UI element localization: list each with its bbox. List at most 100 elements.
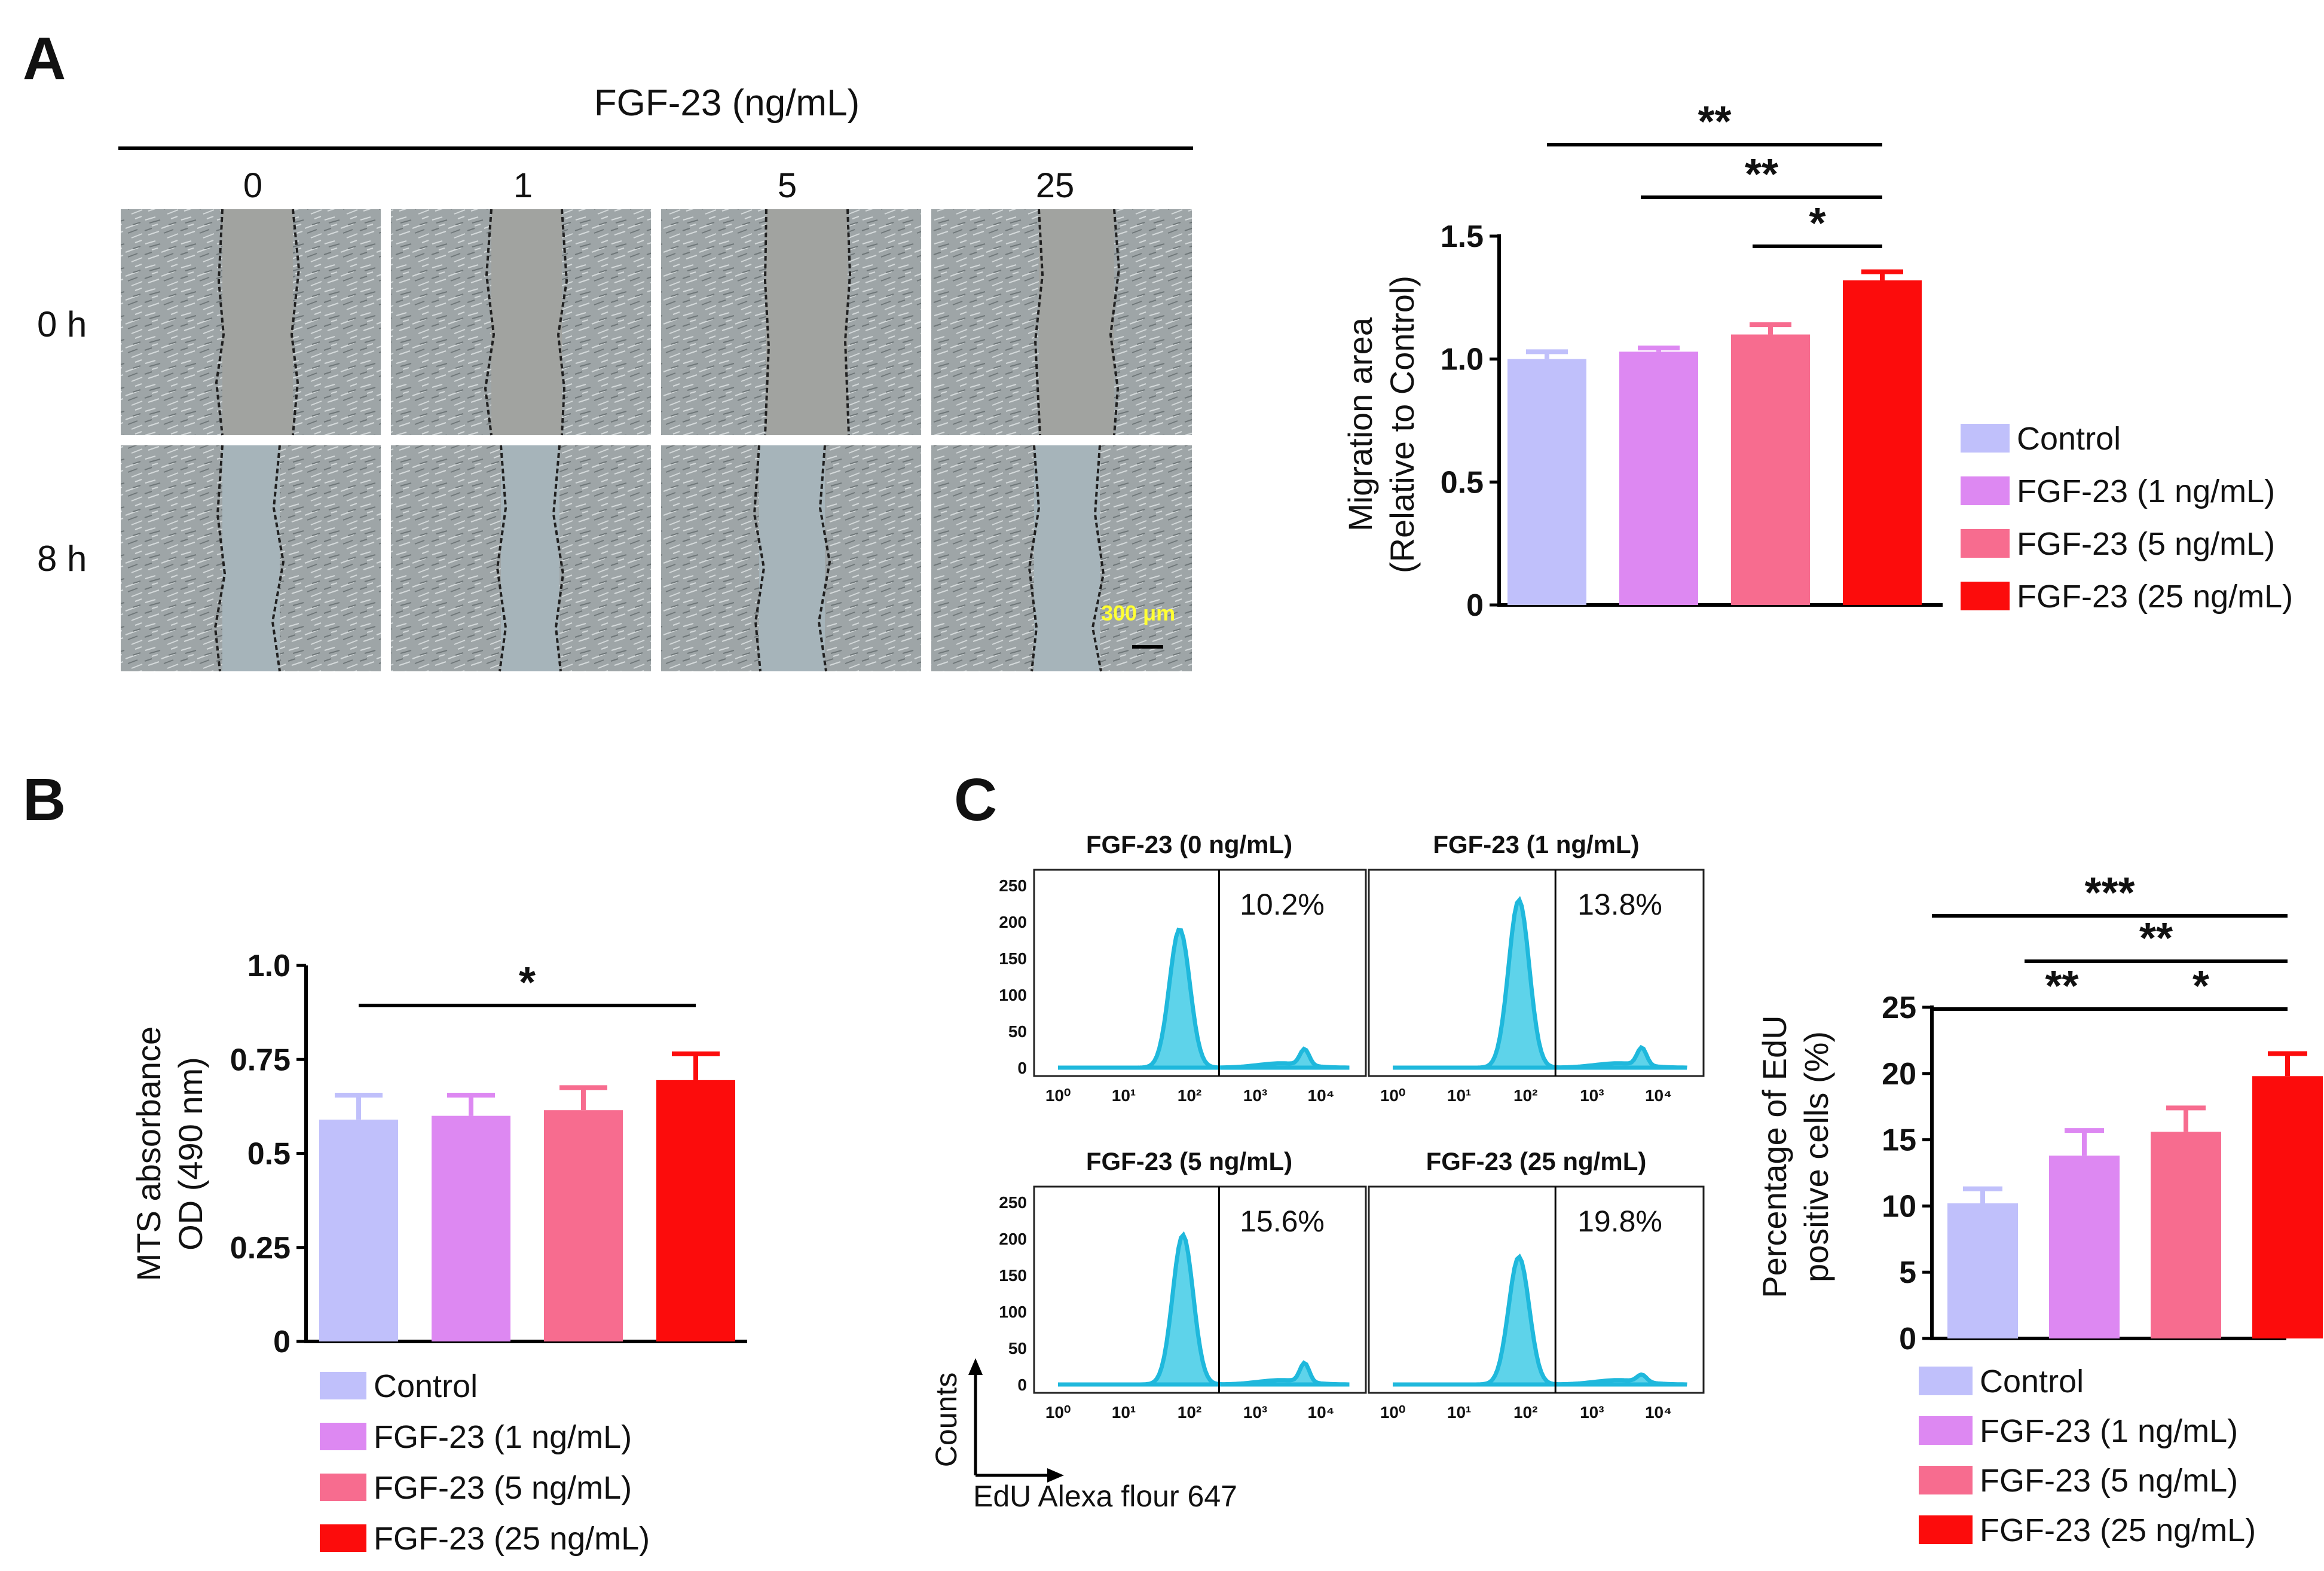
flow-y-tick-label: 250 [999,1193,1027,1212]
time-label-8h: 8 h [37,539,87,579]
significance-mark: ** [2139,915,2173,962]
conc-label-1: 1 [513,166,533,205]
legend-swatch [1961,582,2010,610]
flow-y-tick-label: 100 [999,986,1027,1004]
y-tick-label: 0 [273,1325,290,1359]
flow-histogram [1393,895,1687,1070]
bar [656,1080,735,1341]
flow-plot-title: FGF-23 (25 ng/mL) [1426,1147,1647,1175]
legend-label: FGF-23 (5 ng/mL) [374,1470,632,1506]
flow-x-tick-label: 10⁰ [1045,1086,1071,1105]
legend-swatch [1961,476,2010,505]
flow-x-tick-label: 10⁰ [1045,1403,1071,1422]
mts-chart: 0 0.25 0.5 0.75 1.0 * MTS absorbance OD (490… [130,949,747,1359]
flow-x-tick-label: 10² [1513,1403,1537,1422]
flow-y-tick-label: 150 [999,949,1027,968]
flow-plot-title: FGF-23 (5 ng/mL) [1086,1147,1292,1175]
legend-label: FGF-23 (5 ng/mL) [1980,1463,2238,1499]
edu-ylabel-1: Percentage of EdU [1756,1015,1793,1298]
image-0h-3 [931,209,1192,436]
flow-percent: 15.6% [1240,1205,1325,1238]
flow-y-tick-label: 250 [999,876,1027,895]
conc-label-2: 5 [778,166,797,205]
y-tick-label: 1.5 [1441,219,1484,254]
legend-label: Control [374,1368,478,1404]
flow-y-tick-label: 50 [1008,1022,1027,1041]
migration-ylabel-2: (Relative to Control) [1383,276,1421,573]
y-tick-label: 1.0 [247,949,290,983]
flow-x-tick-label: 10⁴ [1645,1086,1672,1105]
y-tick-label: 15 [1882,1123,1916,1158]
flow-x-tick-label: 10¹ [1447,1086,1471,1105]
significance-mark: * [1809,200,1825,247]
bar [2049,1156,2120,1338]
flow-x-tick-label: 10¹ [1447,1403,1471,1422]
y-tick-label: 25 [1882,991,1916,1025]
bar [1507,359,1586,605]
conc-label-0: 0 [243,166,262,205]
bar [544,1110,623,1341]
flow-plot: FGF-23 (5 ng/mL) 0 50 100 150 200 250 10⁰ 10¹ 10²… [999,1147,1367,1422]
bar [432,1115,510,1341]
flow-plot-frame [1368,869,1705,1077]
migration-ylabel-1: Migration area [1341,317,1379,531]
image-0h-0 [121,209,381,436]
significance-mark: ** [2045,962,2078,1010]
significance-mark: ** [1698,98,1731,146]
image-0h-1 [391,209,651,436]
y-tick-label: 0 [1466,588,1484,623]
flow-x-tick-label: 10⁴ [1308,1403,1335,1422]
flow-x-tick-label: 10¹ [1112,1403,1136,1422]
significance-mark: *** [2084,869,2135,917]
scratch-header: FGF-23 (ng/mL) [594,82,860,124]
flow-y-tick-label: 150 [999,1266,1027,1285]
image-8h-0 [121,445,381,672]
mts-legend: Control FGF-23 (1 ng/mL) FGF-23 (5 ng/mL) F… [320,1368,650,1557]
y-tick-label: 1.0 [1441,343,1484,377]
legend-swatch [1919,1367,1973,1395]
flow-y-tick-label: 0 [1017,1376,1027,1394]
y-tick-label: 20 [1882,1057,1916,1092]
legend-swatch [1919,1466,1973,1494]
panel-label-b: B [23,766,66,833]
mts-ylabel-1: MTS absorbance [130,1026,167,1281]
flow-x-tick-label: 10² [1178,1403,1201,1422]
flow-plot-frame [1368,1185,1705,1394]
bar [2252,1076,2323,1338]
scale-bar-label: 300 μm [1101,601,1175,625]
flow-y-tick-label: 200 [999,1230,1027,1248]
flow-percent: 13.8% [1577,888,1662,921]
legend-swatch [320,1372,366,1399]
migration-chart: 00.51.01.5 ***** Migration area (Relativ… [1341,98,1943,623]
legend-label: FGF-23 (25 ng/mL) [374,1521,650,1557]
image-0h-2 [661,209,921,436]
legend-swatch [320,1423,366,1450]
y-tick-label: 5 [1899,1255,1916,1290]
panel-label-a: A [23,25,66,92]
flow-plot: FGF-23 (1 ng/mL) 10⁰ 10¹ 10² 10³ 10⁴ 13.8% [1368,830,1705,1105]
flow-x-tick-label: 10³ [1243,1086,1267,1105]
legend-swatch [1919,1515,1973,1544]
flow-percent: 10.2% [1240,888,1325,921]
flow-y-tick-label: 100 [999,1303,1027,1321]
legend-label: FGF-23 (25 ng/mL) [2017,579,2293,615]
legend-swatch [320,1524,366,1552]
mts-ylabel-2: OD (490 nm) [172,1057,209,1251]
flow-plot-frame [1033,869,1367,1077]
time-label-0h: 0 h [37,304,87,344]
image-8h-3 [931,445,1192,672]
flow-plot-frame [1033,1185,1367,1394]
scratch-assay: FGF-23 (ng/mL) 0 1 5 25 0 h 8 h [37,82,1193,672]
flow-y-tick-label: 0 [1017,1059,1027,1077]
significance-mark: * [519,959,536,1007]
conc-label-3: 25 [1036,166,1075,205]
bar [1947,1203,2018,1338]
flow-cytometry: FGF-23 (0 ng/mL) 0 50 100 150 200 250 10⁰ 10¹ 10²… [999,830,1705,1422]
bar [319,1119,398,1341]
image-8h-1 [391,445,651,672]
legend-label: Control [2017,421,2121,457]
bar [2151,1132,2221,1338]
flow-x-tick-label: 10¹ [1112,1086,1136,1105]
